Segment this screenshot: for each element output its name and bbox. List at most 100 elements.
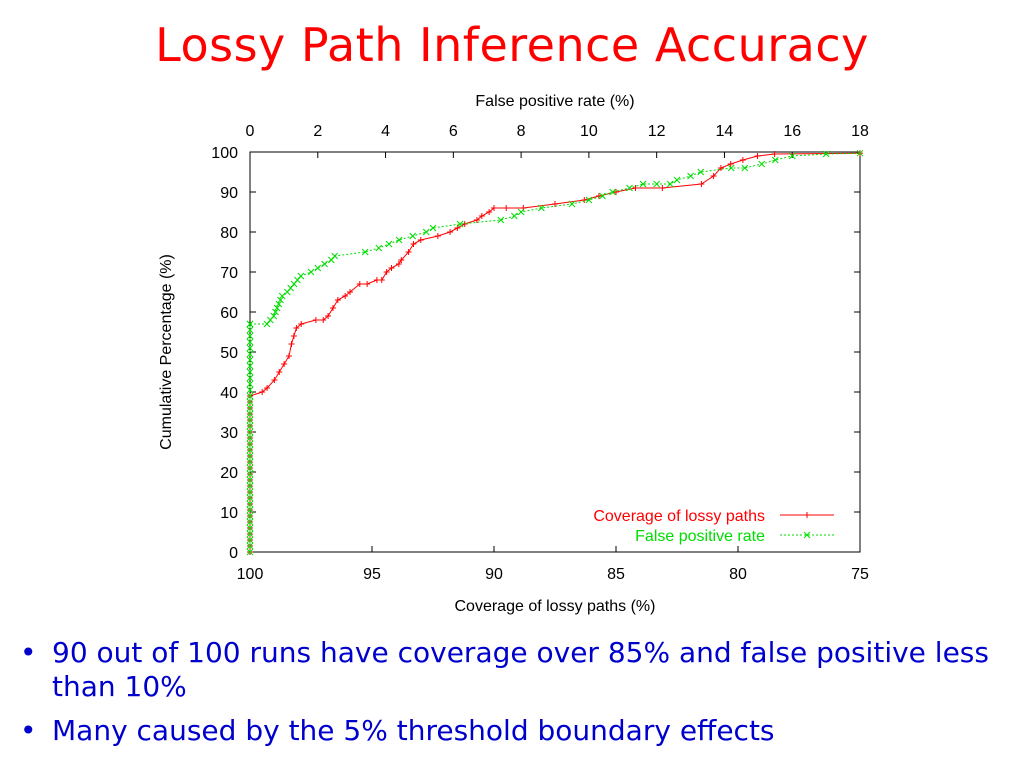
legend-label-coverage: Coverage of lossy paths xyxy=(593,508,765,525)
series-point-1 xyxy=(697,168,705,176)
legend-label-false-positive: False positive rate xyxy=(635,528,765,545)
series-point-1 xyxy=(246,338,254,346)
y-tick-label: 70 xyxy=(220,265,238,282)
series-point-1 xyxy=(673,176,681,184)
x-tick-label-top: 12 xyxy=(648,123,666,140)
series-point-1 xyxy=(275,300,283,308)
series-point-1 xyxy=(246,536,254,544)
series-point-0 xyxy=(364,281,371,287)
series-point-1 xyxy=(568,200,576,208)
series-point-1 xyxy=(297,272,305,280)
series-point-1 xyxy=(639,180,647,188)
legend-swatches xyxy=(780,512,834,539)
series-point-0 xyxy=(286,353,293,359)
series-point-1 xyxy=(246,374,254,382)
x-tick-label-top: 4 xyxy=(381,123,390,140)
series-point-0 xyxy=(298,321,305,327)
y-tick-label: 80 xyxy=(220,225,238,242)
series-point-1 xyxy=(246,524,254,532)
x-tick-label-bottom: 75 xyxy=(851,566,869,583)
series-point-1 xyxy=(246,404,254,412)
series-point-1 xyxy=(246,470,254,478)
y-tick-label: 60 xyxy=(220,305,238,322)
x-tick-label-bottom: 100 xyxy=(237,566,264,583)
series-point-0 xyxy=(383,269,390,275)
y-tick-label: 20 xyxy=(220,465,238,482)
series-point-1 xyxy=(422,228,430,236)
series-point-1 xyxy=(585,196,593,204)
x-tick-label-top: 8 xyxy=(517,123,526,140)
series-line-0 xyxy=(249,152,861,552)
y-tick-label: 10 xyxy=(220,505,238,522)
y-axis: 0 10 20 30 40 50 60 70 80 90 100 xyxy=(211,145,860,562)
y-tick-label: 90 xyxy=(220,185,238,202)
x-tick-label-top: 10 xyxy=(580,123,598,140)
legend-marker-1 xyxy=(803,531,811,539)
series-line-1 xyxy=(249,152,861,552)
series-point-1 xyxy=(246,542,254,550)
x-tick-label-bottom: 85 xyxy=(607,566,625,583)
y-tick-label: 30 xyxy=(220,425,238,442)
series-point-1 xyxy=(246,416,254,424)
series-point-1 xyxy=(246,428,254,436)
series-point-0 xyxy=(281,361,288,367)
series-point-1 xyxy=(246,386,254,394)
series-point-0 xyxy=(552,201,558,207)
series-point-1 xyxy=(395,236,403,244)
bullet-item: • 90 out of 100 runs have coverage over … xyxy=(20,636,1010,704)
x-tick-label-top: 2 xyxy=(313,123,322,140)
series-point-1 xyxy=(727,164,735,172)
series-point-1 xyxy=(609,188,616,196)
series-point-1 xyxy=(429,224,437,232)
series-point-0 xyxy=(754,153,761,159)
series-point-1 xyxy=(246,530,254,538)
series-point-0 xyxy=(405,249,412,255)
series-point-0 xyxy=(356,281,363,287)
x-axis-top: 0 2 4 6 8 10 12 14 16 18 xyxy=(246,123,869,158)
series-point-1 xyxy=(246,440,254,448)
series-point-0 xyxy=(312,317,319,323)
series-point-1 xyxy=(273,304,281,312)
series-point-0 xyxy=(271,377,278,383)
series-point-1 xyxy=(246,512,254,520)
series-point-0 xyxy=(473,217,480,223)
y-axis-label: Cumulative Percentage (%) xyxy=(158,254,175,450)
series-point-1 xyxy=(517,208,525,216)
series-point-1 xyxy=(246,398,254,406)
series-point-1 xyxy=(246,452,254,460)
x-tick-label-top: 6 xyxy=(449,123,458,140)
series-point-0 xyxy=(329,305,336,311)
series-point-1 xyxy=(246,518,254,526)
series-point-1 xyxy=(246,482,254,490)
series-point-1 xyxy=(510,212,518,220)
series-point-1 xyxy=(375,244,383,252)
series-point-1 xyxy=(246,500,254,508)
series-point-1 xyxy=(246,344,254,352)
x-axis-bottom-label: Coverage of lossy paths (%) xyxy=(455,598,656,615)
series-point-1 xyxy=(497,216,505,224)
series-point-0 xyxy=(581,197,588,203)
series-point-1 xyxy=(626,184,633,192)
series-layer xyxy=(246,149,864,556)
series-point-1 xyxy=(758,160,766,168)
series-point-0 xyxy=(739,157,746,163)
series-point-0 xyxy=(417,237,424,243)
x-tick-label-top: 16 xyxy=(783,123,801,140)
y-tick-label: 100 xyxy=(211,145,238,162)
series-point-0 xyxy=(486,209,493,215)
series-point-0 xyxy=(659,185,666,191)
series-point-1 xyxy=(409,232,417,240)
x-axis-bottom: 100 95 90 85 80 75 xyxy=(237,546,869,583)
series-point-0 xyxy=(410,241,417,247)
chart: 0 10 20 30 40 50 60 70 80 90 100 100 95 90 85 80 75 0 2 4… xyxy=(158,93,869,615)
bullet-symbol: • xyxy=(20,636,37,669)
legend: Coverage of lossy paths False positive r… xyxy=(593,508,834,545)
x-tick-label-bottom: 80 xyxy=(729,566,747,583)
series-point-1 xyxy=(246,332,254,340)
series-point-0 xyxy=(288,341,295,347)
plot-frame xyxy=(249,151,861,553)
series-point-0 xyxy=(290,333,297,339)
series-point-0 xyxy=(478,213,485,219)
series-point-1 xyxy=(321,260,328,268)
series-point-0 xyxy=(727,161,734,167)
